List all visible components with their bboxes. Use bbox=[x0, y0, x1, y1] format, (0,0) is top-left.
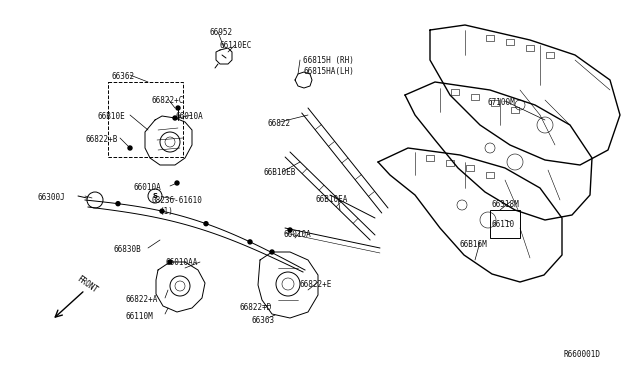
Circle shape bbox=[116, 202, 120, 206]
Bar bbox=[506, 39, 514, 45]
Text: FRONT: FRONT bbox=[75, 275, 99, 295]
Text: 66318M: 66318M bbox=[491, 200, 519, 209]
Circle shape bbox=[160, 209, 164, 213]
Circle shape bbox=[175, 181, 179, 185]
Bar bbox=[466, 165, 474, 171]
Circle shape bbox=[288, 228, 292, 232]
Text: R660001D: R660001D bbox=[563, 350, 600, 359]
Circle shape bbox=[248, 240, 252, 244]
Text: 66B10EA: 66B10EA bbox=[315, 195, 348, 204]
Text: 67100M: 67100M bbox=[487, 98, 515, 107]
Text: 66B10EB: 66B10EB bbox=[264, 168, 296, 177]
Text: 66300J: 66300J bbox=[38, 193, 66, 202]
Text: 66822+B: 66822+B bbox=[86, 135, 118, 144]
Text: 66822+E: 66822+E bbox=[300, 280, 332, 289]
Circle shape bbox=[168, 260, 172, 264]
Text: 66010A: 66010A bbox=[283, 230, 311, 239]
Text: 66362: 66362 bbox=[112, 72, 135, 81]
Circle shape bbox=[176, 106, 180, 110]
Circle shape bbox=[173, 116, 177, 120]
Bar bbox=[451, 89, 459, 95]
Bar bbox=[546, 52, 554, 58]
Text: 66822: 66822 bbox=[268, 119, 291, 128]
Bar bbox=[526, 45, 534, 51]
Bar bbox=[491, 100, 499, 106]
Bar bbox=[490, 210, 520, 238]
Bar bbox=[471, 94, 479, 100]
Bar bbox=[486, 172, 494, 178]
Bar bbox=[446, 160, 454, 166]
Circle shape bbox=[270, 250, 274, 254]
Circle shape bbox=[128, 146, 132, 150]
Text: 66952: 66952 bbox=[210, 28, 233, 37]
Text: 66010AA: 66010AA bbox=[165, 258, 197, 267]
Circle shape bbox=[204, 222, 208, 226]
Text: S: S bbox=[152, 193, 157, 199]
Text: 08236-61610: 08236-61610 bbox=[152, 196, 203, 205]
Text: 66110M: 66110M bbox=[126, 312, 154, 321]
Text: 66822+A: 66822+A bbox=[125, 295, 157, 304]
Text: (1): (1) bbox=[159, 207, 173, 216]
Text: 66363: 66363 bbox=[251, 316, 274, 325]
Text: 66815H (RH): 66815H (RH) bbox=[303, 56, 354, 65]
Text: 66815HA(LH): 66815HA(LH) bbox=[303, 67, 354, 76]
Text: 66B16M: 66B16M bbox=[460, 240, 488, 249]
Text: 66822+C: 66822+C bbox=[152, 96, 184, 105]
Bar bbox=[486, 35, 494, 41]
Bar bbox=[511, 107, 519, 113]
Bar bbox=[108, 82, 183, 157]
Text: 66010A: 66010A bbox=[175, 112, 203, 121]
Text: 66110: 66110 bbox=[492, 220, 515, 229]
Bar bbox=[426, 155, 434, 161]
Text: 66830B: 66830B bbox=[114, 245, 141, 254]
Text: 66010A: 66010A bbox=[134, 183, 162, 192]
Text: 66110EC: 66110EC bbox=[219, 41, 252, 50]
Text: 66822+D: 66822+D bbox=[240, 303, 273, 312]
Text: 66B10E: 66B10E bbox=[98, 112, 125, 121]
